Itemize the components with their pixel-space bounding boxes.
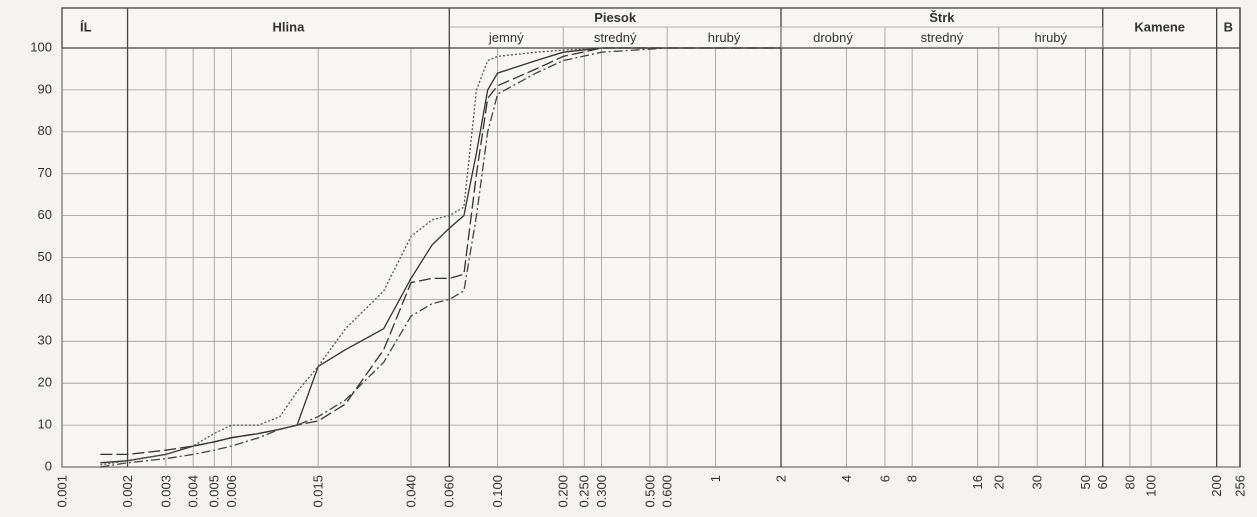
x-tick-label: 1 xyxy=(708,475,723,482)
band-label: Piesok xyxy=(594,10,637,25)
band-label: ÍL xyxy=(80,19,92,34)
x-tick-label: 16 xyxy=(970,475,985,489)
series-line xyxy=(100,47,781,464)
x-tick-label: 200 xyxy=(1209,475,1224,497)
y-tick-label: 0 xyxy=(45,458,52,473)
y-tick-label: 10 xyxy=(38,417,52,432)
y-tick-label: 50 xyxy=(38,249,52,264)
x-tick-label: 0.300 xyxy=(594,475,609,508)
band-label: Štrk xyxy=(929,10,955,25)
x-tick-label: 0.600 xyxy=(660,475,675,508)
x-tick-label: 4 xyxy=(839,475,854,482)
series-line xyxy=(100,47,781,468)
subband-label: hrubý xyxy=(1035,30,1068,45)
x-tick-label: 0.003 xyxy=(158,475,173,508)
y-tick-label: 70 xyxy=(38,165,52,180)
x-tick-label: 0.004 xyxy=(186,475,201,508)
subband-label: hrubý xyxy=(708,30,741,45)
x-tick-label: 0.200 xyxy=(556,475,571,508)
y-tick-label: 80 xyxy=(38,123,52,138)
subband-label: drobný xyxy=(813,30,853,45)
x-tick-label: 0.002 xyxy=(120,475,135,508)
x-tick-label: 100 xyxy=(1144,475,1159,497)
y-tick-label: 20 xyxy=(38,375,52,390)
x-tick-label: 80 xyxy=(1122,475,1137,489)
x-tick-label: 0.015 xyxy=(311,475,326,508)
x-tick-label: 0.001 xyxy=(54,475,69,508)
y-tick-label: 100 xyxy=(30,39,52,54)
subband-label: jemný xyxy=(488,30,524,45)
x-tick-label: 0.100 xyxy=(490,475,505,508)
plot-background xyxy=(61,7,1241,468)
subband-label: stredný xyxy=(594,30,637,45)
x-tick-label: 0.040 xyxy=(403,475,418,508)
series-line xyxy=(100,47,781,466)
x-tick-label: 60 xyxy=(1095,475,1110,489)
band-label: B xyxy=(1224,19,1233,34)
x-tick-label: 50 xyxy=(1078,475,1093,489)
x-tick-label: 0.006 xyxy=(224,475,239,508)
x-tick-label: 0.060 xyxy=(442,475,457,508)
y-tick-label: 90 xyxy=(38,81,52,96)
series-line xyxy=(100,47,781,456)
band-label: Kamene xyxy=(1134,19,1185,34)
x-tick-label: 256 xyxy=(1232,475,1247,497)
subband-label: stredný xyxy=(921,30,964,45)
band-label: Hlina xyxy=(273,19,306,34)
y-tick-label: 30 xyxy=(38,333,52,348)
x-tick-label: 2 xyxy=(773,475,788,482)
x-tick-label: 20 xyxy=(991,475,1006,489)
x-tick-label: 8 xyxy=(905,475,920,482)
x-tick-label: 0.005 xyxy=(207,475,222,508)
x-tick-label: 30 xyxy=(1030,475,1045,489)
x-tick-label: 0.500 xyxy=(642,475,657,508)
x-tick-label: 6 xyxy=(877,475,892,482)
y-tick-label: 40 xyxy=(38,291,52,306)
x-tick-label: 0.250 xyxy=(577,475,592,508)
y-tick-label: 60 xyxy=(38,207,52,222)
